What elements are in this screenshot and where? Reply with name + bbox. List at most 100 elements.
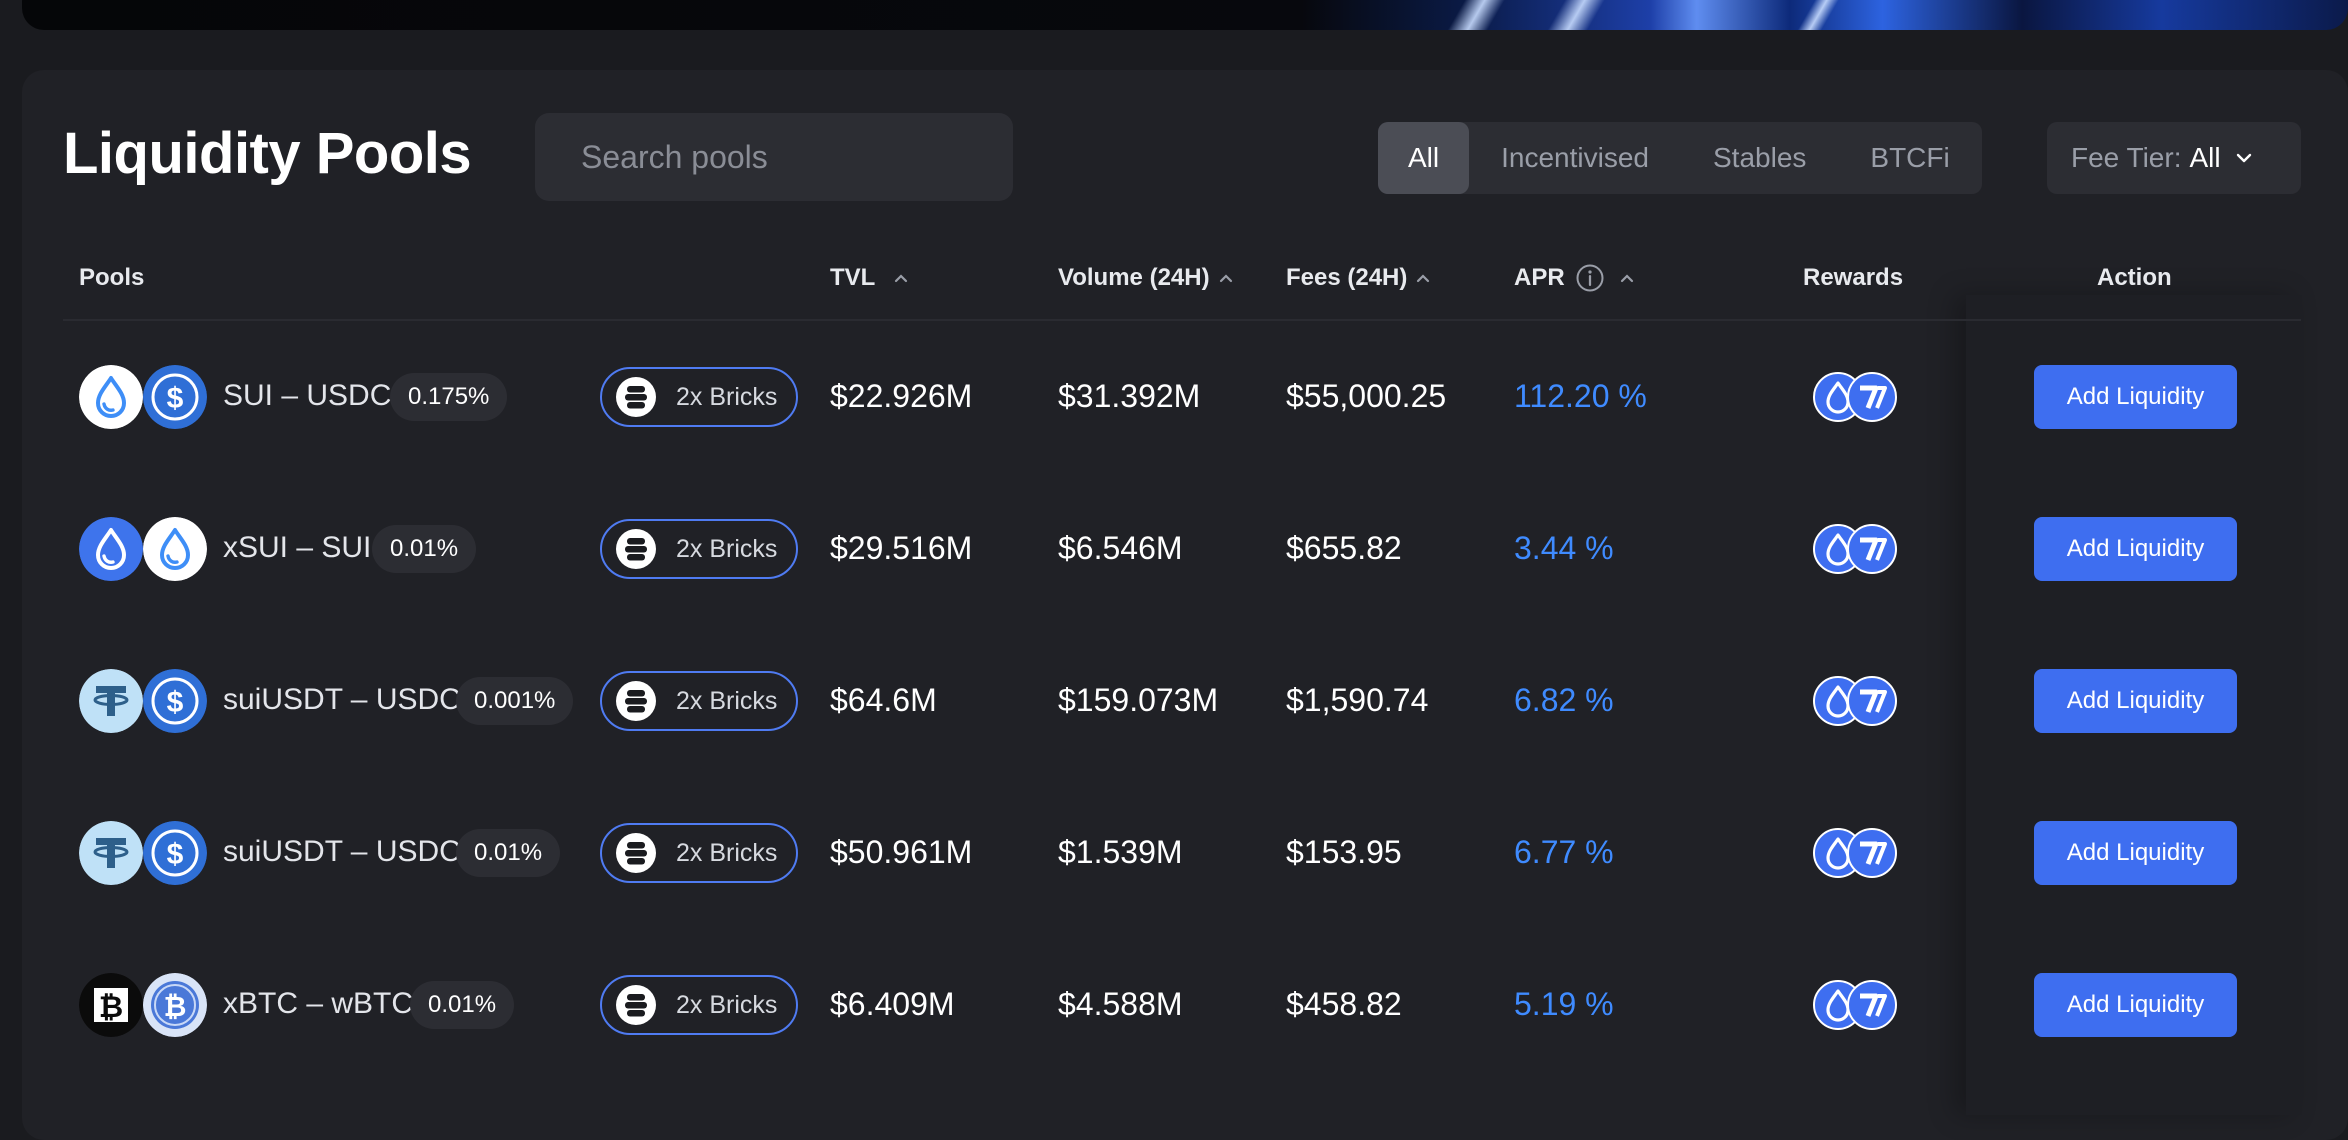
xbtc-coin-icon: ₿: [79, 973, 143, 1037]
pool-pair-name: xSUI – SUI: [223, 531, 372, 564]
apr-value: 5.19 %: [1514, 986, 1614, 1022]
pool-pair-name: suiUSDT – USDC: [223, 683, 461, 716]
apr-value: 112.20 %: [1514, 378, 1647, 414]
filter-tabs: All Incentivised Stables BTCFi: [1378, 122, 1982, 194]
bricks-badge: 2x Bricks: [600, 975, 798, 1035]
table-row[interactable]: xSUI – SUI 0.01% 2x Bricks $29.516M $6.546M $…: [0, 473, 2348, 625]
search-input[interactable]: [581, 138, 1001, 176]
bricks-badge: 2x Bricks: [600, 823, 798, 883]
column-header-pools-label: Pools: [79, 264, 145, 291]
table-header-divider: [63, 319, 2301, 321]
hero-banner: [22, 0, 2348, 30]
fee-tier-badge: 0.175%: [390, 373, 508, 421]
volume-value: $4.588M: [1058, 986, 1183, 1022]
sort-asc-icon: [1620, 274, 1633, 283]
page-title: Liquidity Pools: [63, 121, 472, 186]
fee-tier-value: All: [2189, 142, 2221, 173]
svg-text:₿: ₿: [164, 991, 187, 1022]
sui-coin-icon: [143, 517, 207, 581]
banner-shine: [1447, 0, 1517, 30]
fees-value: $655.82: [1286, 530, 1402, 566]
column-header-tvl[interactable]: TVL: [830, 262, 909, 294]
sort-asc-icon: [1417, 274, 1430, 283]
column-header-rewards-label: Rewards: [1803, 264, 1904, 291]
volume-value: $31.392M: [1058, 378, 1201, 414]
bricks-label: 2x Bricks: [676, 686, 778, 715]
sui-coin-icon: [79, 365, 143, 429]
usdt-coin-icon: [79, 669, 143, 733]
search-box[interactable]: [535, 113, 1013, 201]
table-row[interactable]: $ suiUSDT – USDC 0.01% 2x Bricks $50.961M $1.…: [0, 777, 2348, 929]
fee-tier-label: Fee Tier:: [2071, 142, 2182, 173]
bricks-icon: [616, 681, 656, 721]
column-header-action-label: Action: [2097, 264, 2172, 291]
apr-value: 3.44 %: [1514, 530, 1614, 566]
rewards-icons: [1813, 524, 1897, 574]
pool-pair-name: suiUSDT – USDC: [223, 835, 461, 868]
tab-incentivised[interactable]: Incentivised: [1501, 142, 1649, 173]
tvl-value: $6.409M: [830, 986, 955, 1022]
volume-value: $1.539M: [1058, 834, 1183, 870]
usdc-coin-icon: $: [143, 365, 207, 429]
usdc-coin-icon: $: [143, 821, 207, 885]
add-liquidity-button[interactable]: Add Liquidity: [2034, 517, 2237, 581]
usdc-coin-icon: $: [143, 669, 207, 733]
table-row[interactable]: ₿ ₿ xBTC – wBTC 0.01% 2x Bricks $6.409M $4.588…: [0, 929, 2348, 1081]
add-liquidity-button[interactable]: Add Liquidity: [2034, 365, 2237, 429]
tvl-value: $22.926M: [830, 378, 973, 414]
column-header-rewards: Rewards: [1803, 262, 1903, 294]
rewards-icons: [1813, 676, 1897, 726]
add-liquidity-button[interactable]: Add Liquidity: [2034, 973, 2237, 1037]
svg-text:$: $: [167, 838, 184, 871]
table-row[interactable]: $ suiUSDT – USDC 0.001% 2x Bricks $64.6M $159…: [0, 625, 2348, 777]
fee-tier-badge: 0.001%: [456, 677, 574, 725]
fees-value: $458.82: [1286, 986, 1402, 1022]
fees-value: $1,590.74: [1286, 682, 1429, 718]
tvl-value: $29.516M: [830, 530, 973, 566]
tab-btcfi[interactable]: BTCFi: [1870, 142, 1950, 173]
chevron-down-icon: [2236, 153, 2251, 163]
column-header-tvl-label: TVL: [830, 264, 876, 291]
bricks-label: 2x Bricks: [676, 534, 778, 563]
fee-tier-dropdown[interactable]: Fee Tier: All: [2047, 122, 2301, 194]
fee-tier-badge: 0.01%: [410, 981, 515, 1029]
svg-text:₿: ₿: [99, 991, 123, 1024]
bricks-badge: 2x Bricks: [600, 519, 798, 579]
column-header-volume[interactable]: Volume (24H): [1058, 262, 1234, 294]
bricks-icon: [616, 529, 656, 569]
column-header-apr-label: APR: [1514, 264, 1565, 291]
add-liquidity-button[interactable]: Add Liquidity: [2034, 821, 2237, 885]
column-header-apr[interactable]: APR: [1514, 262, 1635, 294]
banner-shine: [1797, 0, 1851, 30]
bricks-label: 2x Bricks: [676, 382, 778, 411]
wbtc-coin-icon: ₿: [143, 973, 207, 1037]
svg-text:$: $: [167, 382, 184, 415]
column-header-volume-label: Volume (24H): [1058, 264, 1210, 291]
tab-stables[interactable]: Stables: [1713, 142, 1807, 173]
rewards-icons: [1813, 372, 1897, 422]
bricks-icon: [616, 833, 656, 873]
volume-value: $6.546M: [1058, 530, 1183, 566]
volume-value: $159.073M: [1058, 682, 1219, 718]
pool-pair-name: xBTC – wBTC: [223, 987, 414, 1020]
sort-asc-icon: [895, 274, 908, 283]
bricks-icon: [616, 377, 656, 417]
pool-pair-name: SUI – USDC: [223, 379, 392, 412]
tvl-value: $50.961M: [830, 834, 973, 870]
fees-value: $153.95: [1286, 834, 1402, 870]
bricks-label: 2x Bricks: [676, 838, 778, 867]
fee-tier-badge: 0.01%: [372, 525, 477, 573]
fee-tier-badge: 0.01%: [456, 829, 561, 877]
column-header-fees[interactable]: Fees (24H): [1286, 262, 1431, 294]
info-icon[interactable]: [1575, 263, 1605, 293]
apr-value: 6.77 %: [1514, 834, 1614, 870]
apr-value: 6.82 %: [1514, 682, 1614, 718]
tvl-value: $64.6M: [830, 682, 937, 718]
tab-all[interactable]: All: [1378, 122, 1470, 194]
bricks-badge: 2x Bricks: [600, 367, 798, 427]
svg-text:$: $: [167, 686, 184, 719]
table-row[interactable]: $ SUI – USDC 0.175% 2x Bricks $22.926M $31.39…: [0, 321, 2348, 473]
column-header-pools: Pools: [79, 262, 144, 294]
add-liquidity-button[interactable]: Add Liquidity: [2034, 669, 2237, 733]
xsui-coin-icon: [79, 517, 143, 581]
